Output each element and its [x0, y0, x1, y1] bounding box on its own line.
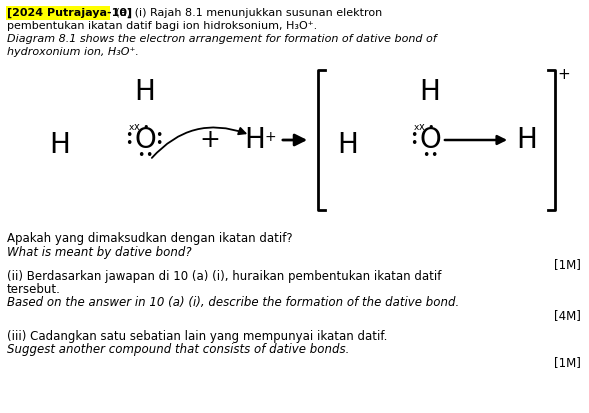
- Text: H: H: [517, 126, 537, 154]
- FancyArrowPatch shape: [152, 128, 246, 158]
- Text: +: +: [265, 130, 277, 144]
- Text: •: •: [125, 138, 133, 150]
- Text: (a) (i) Rajah 8.1 menunjukkan susunan elektron: (a) (i) Rajah 8.1 menunjukkan susunan el…: [112, 8, 382, 18]
- Text: x: x: [419, 122, 425, 132]
- Text: Suggest another compound that consists of dative bonds.: Suggest another compound that consists o…: [7, 343, 349, 356]
- Text: [2024 Putrajaya-10]: [2024 Putrajaya-10]: [7, 8, 132, 18]
- Text: •: •: [155, 130, 163, 142]
- Text: x: x: [413, 123, 419, 131]
- Text: +: +: [200, 128, 220, 152]
- Text: [4M]: [4M]: [554, 309, 581, 322]
- Text: •: •: [422, 150, 430, 162]
- Text: pembentukan ikatan datif bagi ion hidroksonium, H₃O⁺.: pembentukan ikatan datif bagi ion hidrok…: [7, 21, 317, 31]
- Text: [1M]: [1M]: [554, 258, 581, 271]
- Text: x: x: [128, 123, 134, 131]
- Text: H: H: [244, 126, 266, 154]
- Text: •: •: [431, 150, 438, 162]
- Text: (ii) Berdasarkan jawapan di 10 (a) (i), huraikan pembentukan ikatan datif: (ii) Berdasarkan jawapan di 10 (a) (i), …: [7, 270, 441, 283]
- Text: •: •: [125, 130, 133, 142]
- Text: H: H: [337, 131, 359, 159]
- Text: x: x: [134, 122, 140, 132]
- Text: O: O: [419, 126, 441, 154]
- Text: •: •: [137, 150, 145, 162]
- Text: [1M]: [1M]: [554, 356, 581, 369]
- Text: Diagram 8.1 shows the electron arrangement for formation of dative bond of: Diagram 8.1 shows the electron arrangeme…: [7, 34, 436, 44]
- Text: +: +: [557, 67, 570, 82]
- Text: H: H: [419, 78, 441, 106]
- Text: O: O: [134, 126, 156, 154]
- FancyBboxPatch shape: [5, 5, 110, 19]
- Text: H: H: [134, 78, 155, 106]
- Text: •: •: [155, 138, 163, 150]
- Text: What is meant by dative bond?: What is meant by dative bond?: [7, 246, 191, 259]
- Text: •: •: [411, 138, 418, 150]
- Text: •: •: [145, 150, 153, 162]
- Text: (iii) Cadangkan satu sebatian lain yang mempunyai ikatan datif.: (iii) Cadangkan satu sebatian lain yang …: [7, 330, 388, 343]
- Text: H: H: [49, 131, 71, 159]
- Text: •: •: [143, 122, 149, 132]
- Text: Apakah yang dimaksudkan dengan ikatan datif?: Apakah yang dimaksudkan dengan ikatan da…: [7, 232, 293, 245]
- Text: tersebut.: tersebut.: [7, 283, 61, 296]
- Text: •: •: [428, 122, 434, 132]
- Text: •: •: [411, 130, 418, 142]
- Text: hydroxonium ion, H₃O⁺.: hydroxonium ion, H₃O⁺.: [7, 47, 139, 57]
- Text: Based on the answer in 10 (a) (i), describe the formation of the dative bond.: Based on the answer in 10 (a) (i), descr…: [7, 296, 459, 309]
